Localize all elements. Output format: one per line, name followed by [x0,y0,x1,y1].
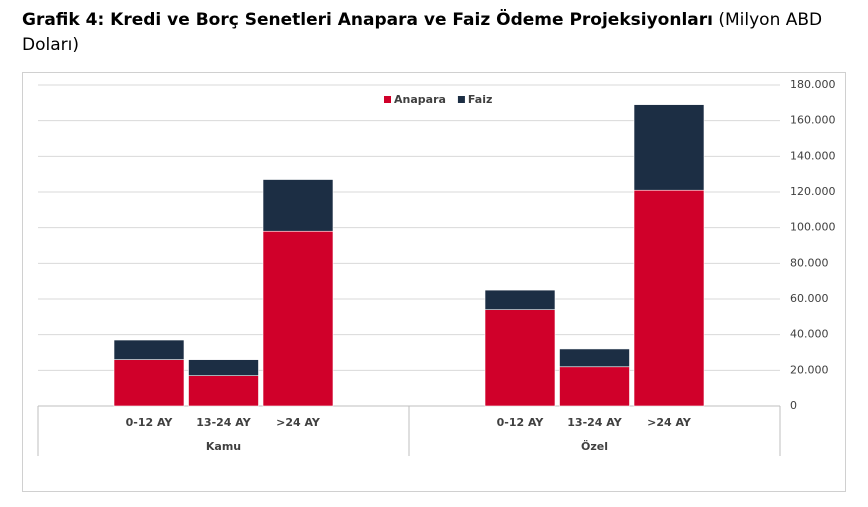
y-tick-label: 20.000 [790,363,829,376]
y-tick-label: 160.000 [790,114,836,127]
bar-segment [262,230,334,407]
title-note: (Milyon ABD Doları) [22,10,823,55]
legend-label: Faiz [468,93,492,106]
y-tick-label: 120.000 [790,185,836,198]
x-tick-label: 13-24 AY [196,416,251,429]
bar-segment [188,375,259,407]
bar-segment [559,348,630,368]
group-label: Özel [581,439,608,453]
x-tick-label: 0-12 AY [497,416,545,429]
bar-segment [113,359,185,407]
bar-segment [633,104,705,191]
bar-segment [262,179,334,232]
y-tick-label: 80.000 [790,256,829,269]
y-tick-label: 140.000 [790,149,836,162]
bar-segment [188,359,259,376]
y-tick-label: 0 [790,399,797,412]
y-tick-label: 180.000 [790,78,836,91]
bar-segment [113,339,185,360]
x-tick-label: >24 AY [647,416,692,429]
x-tick-label: 13-24 AY [567,416,622,429]
bar-segment [484,289,556,311]
bar-segment [633,189,705,407]
x-tick-label: >24 AY [276,416,321,429]
bar-segment [484,309,556,407]
legend-swatch [384,96,391,103]
y-tick-label: 60.000 [790,292,829,305]
y-tick-label: 100.000 [790,221,836,234]
title-block: Grafik 4: Kredi ve Borç Senetleri Anapar… [22,8,844,58]
chart-frame [22,72,846,492]
x-tick-label: 0-12 AY [126,416,174,429]
bar-segment [559,366,630,407]
legend-label: Anapara [394,93,446,106]
group-label: Kamu [206,440,241,453]
chart-title: Grafik 4: Kredi ve Borç Senetleri Anapar… [22,10,713,30]
y-tick-label: 40.000 [790,328,829,341]
legend-swatch [457,96,465,103]
